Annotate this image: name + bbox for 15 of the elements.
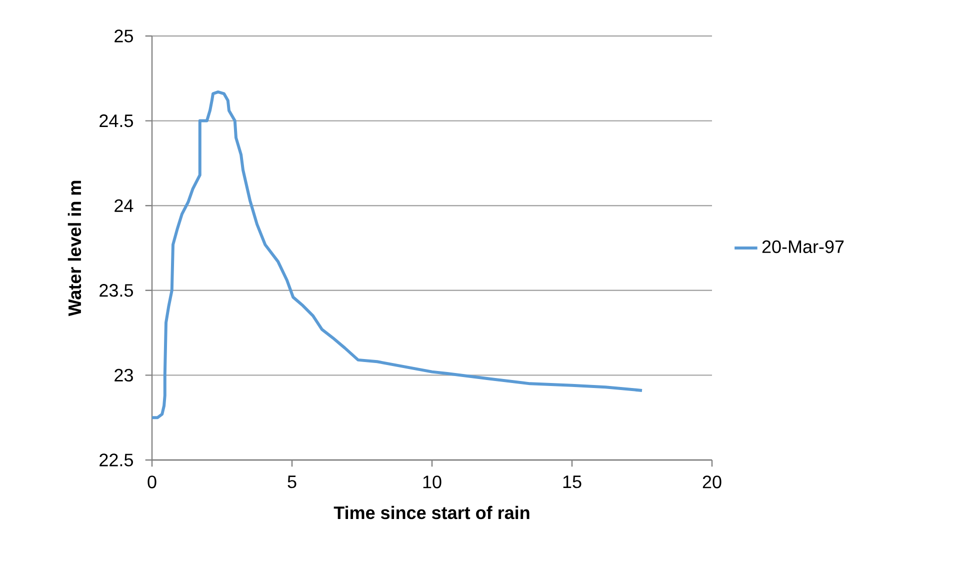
x-tick-label: 20 xyxy=(702,476,722,488)
line-series xyxy=(152,90,644,420)
y-tick-label: 25 xyxy=(114,30,133,42)
x-tick-label: 5 xyxy=(288,476,296,488)
x-tick-label: 15 xyxy=(563,476,582,488)
x-tick-label: 0 xyxy=(148,476,156,488)
legend-label: 20-Mar-97 xyxy=(762,240,844,254)
y-tick-label: 24 xyxy=(114,199,134,212)
y-tick-label: 23.5 xyxy=(100,284,133,297)
x-tick-label: 10 xyxy=(423,476,442,488)
y-tick-label: 22.5 xyxy=(100,454,133,466)
y-axis-title: Water level in m xyxy=(68,180,82,316)
y-tick-label: 23 xyxy=(114,368,133,382)
y-tick-label: 24.5 xyxy=(100,114,133,128)
x-axis-title: Time since start of rain xyxy=(334,506,530,520)
